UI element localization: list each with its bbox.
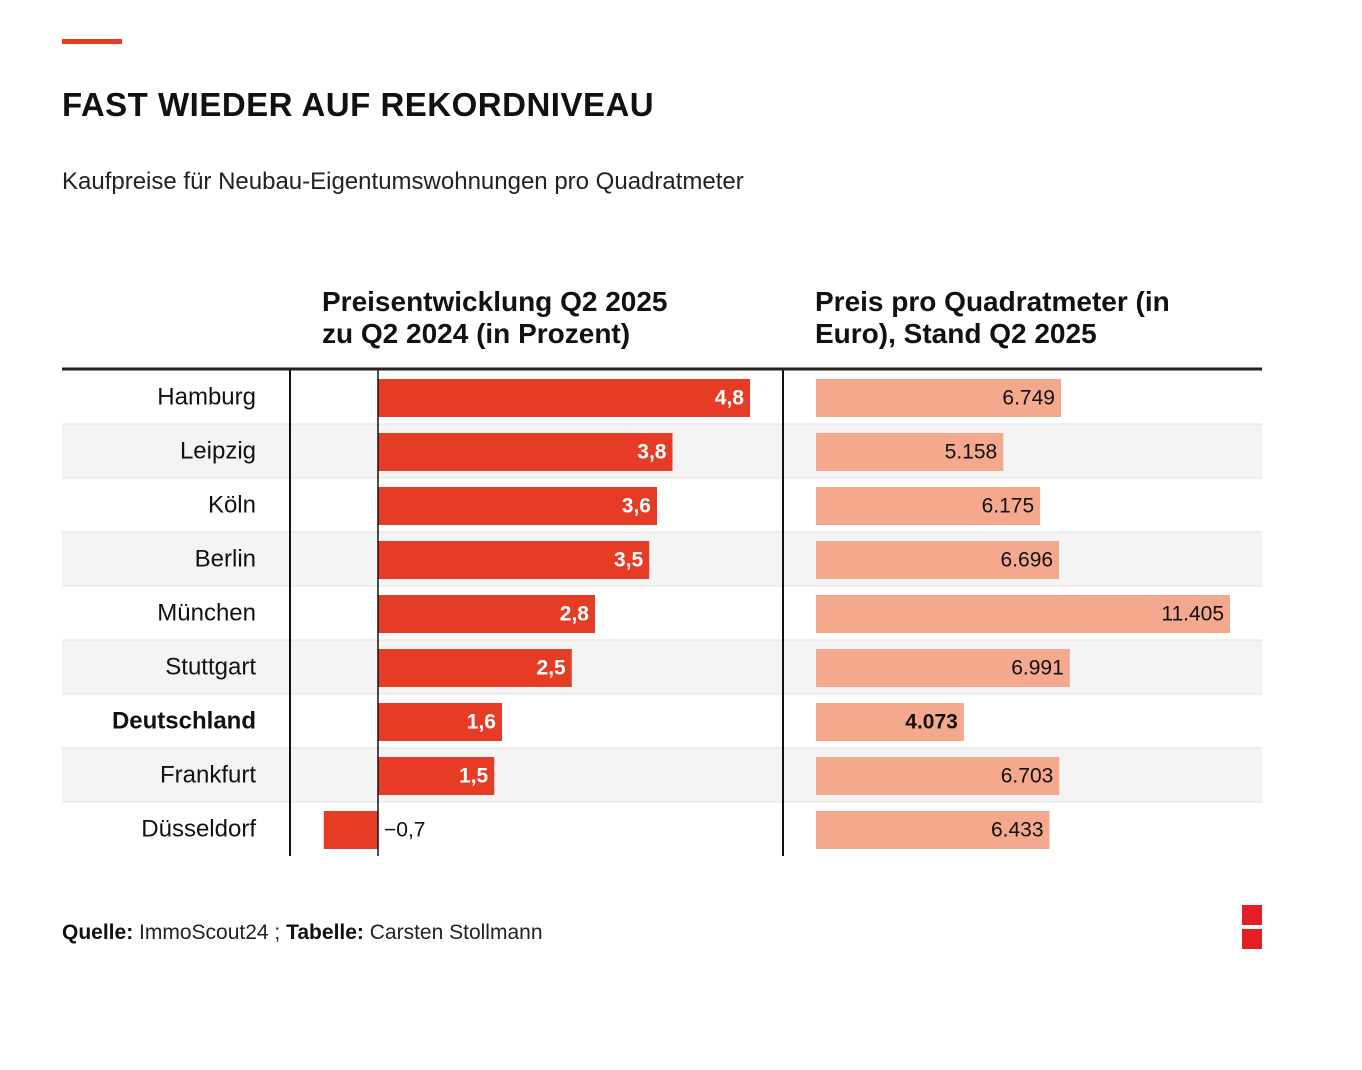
city-label: München [157, 600, 256, 627]
price-value-label: 11.405 [1161, 603, 1224, 626]
city-label: Leipzig [180, 438, 256, 465]
price-value-label: 6.175 [982, 495, 1035, 518]
price-heading-line2: Euro), Stand Q2 2025 [815, 318, 1097, 349]
change-bar [323, 811, 378, 849]
price-bar [816, 703, 964, 741]
price-bar [816, 811, 1050, 849]
price-bar [816, 487, 1041, 525]
accent-line [62, 39, 122, 44]
source-label: Quelle: [62, 921, 134, 944]
change-value-label: 2,8 [560, 603, 590, 626]
change-value-label: 3,8 [637, 441, 667, 464]
change-value-label: −0,7 [384, 819, 425, 842]
change-value-label: 1,6 [467, 711, 496, 734]
price-value-label: 4.073 [905, 711, 958, 734]
pct-heading-line2: zu Q2 2024 (in Prozent) [322, 318, 631, 349]
price-value-label: 6.749 [1002, 387, 1055, 410]
price-bar [816, 595, 1230, 633]
city-label: Köln [208, 492, 256, 519]
price-bar [816, 649, 1070, 687]
row-stripe [62, 532, 1262, 586]
change-bar [378, 379, 750, 417]
change-bar [378, 703, 502, 741]
change-value-label: 1,5 [459, 765, 489, 788]
change-bar [378, 541, 650, 579]
price-value-label: 6.696 [1001, 549, 1054, 572]
price-value-label: 6.703 [1001, 765, 1054, 788]
price-value-label: 5.158 [945, 441, 998, 464]
chart-title: FAST WIEDER AUF REKORDNIVEAU [62, 86, 655, 123]
logo-block-top [1242, 905, 1262, 925]
price-bar [816, 541, 1060, 579]
price-value-label: 6.991 [1011, 657, 1064, 680]
table-author-value: Carsten Stollmann [369, 921, 543, 944]
price-bar [816, 379, 1061, 417]
price-bar [816, 757, 1060, 795]
footer-credits: Quelle: ImmoScout24 ; Tabelle: Carsten S… [62, 921, 543, 945]
chart-subtitle: Kaufpreise für Neubau-Eigentumswohnungen… [62, 168, 744, 195]
price-bar [816, 433, 1004, 471]
change-value-label: 3,5 [614, 549, 644, 572]
pct-heading-line1: Preisentwicklung Q2 2025 [322, 286, 668, 317]
price-column-heading: Preis pro Quadratmeter (in Euro), Stand … [815, 286, 1255, 350]
change-bar [378, 649, 572, 687]
city-label: Deutschland [112, 708, 256, 735]
change-value-label: 3,6 [622, 495, 651, 518]
city-label: Stuttgart [165, 654, 256, 681]
change-bar [378, 433, 673, 471]
logo-block-bottom [1242, 929, 1262, 949]
city-label: Berlin [195, 546, 256, 573]
city-label: Düsseldorf [141, 816, 256, 843]
source-value: ImmoScout24 ; [139, 921, 281, 944]
city-label: Hamburg [157, 384, 256, 411]
brand-logo-icon [1242, 905, 1262, 949]
change-value-label: 4,8 [715, 387, 745, 410]
city-label: Frankfurt [160, 762, 256, 789]
pct-column-heading: Preisentwicklung Q2 2025 zu Q2 2024 (in … [322, 286, 772, 350]
change-bar [378, 595, 595, 633]
change-bar [378, 757, 495, 795]
price-heading-line1: Preis pro Quadratmeter (in [815, 286, 1170, 317]
row-stripe [62, 748, 1262, 802]
change-bar [378, 487, 657, 525]
change-value-label: 2,5 [537, 657, 567, 680]
price-value-label: 6.433 [991, 819, 1044, 842]
table-author-label: Tabelle: [286, 921, 364, 944]
